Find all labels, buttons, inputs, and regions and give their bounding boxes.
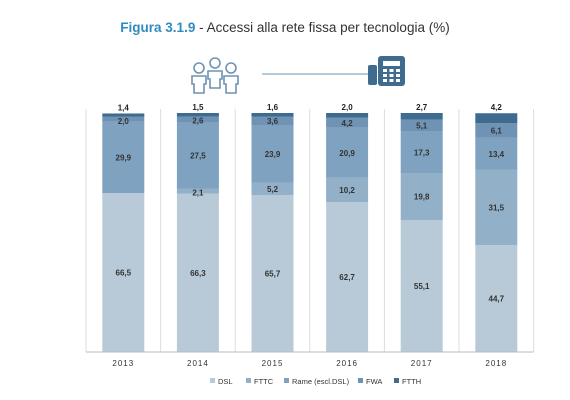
data-label: 4,2 bbox=[491, 103, 503, 112]
legend-label: FTTH bbox=[402, 377, 421, 386]
legend-swatch bbox=[210, 378, 215, 383]
bar-segment bbox=[102, 193, 145, 352]
data-label: 5,1 bbox=[416, 122, 428, 131]
data-label: 17,3 bbox=[414, 148, 430, 157]
legend-swatch bbox=[394, 378, 399, 383]
bar-segment bbox=[400, 113, 443, 120]
data-label: 1,5 bbox=[192, 103, 204, 112]
data-label: 5,2 bbox=[267, 185, 279, 194]
bar-segment bbox=[475, 113, 518, 124]
legend-swatch bbox=[246, 378, 251, 383]
title-text: Accessi alla rete fissa per tecnologia (… bbox=[206, 20, 450, 35]
bar-segment bbox=[400, 131, 443, 173]
bar-segment bbox=[251, 125, 294, 183]
title-separator: - bbox=[195, 20, 207, 35]
bar-segment bbox=[251, 182, 294, 195]
data-label: 31,5 bbox=[489, 204, 505, 213]
legend-label: FWA bbox=[366, 377, 382, 386]
people-group-icon bbox=[191, 57, 239, 94]
bar-segment bbox=[326, 113, 369, 118]
bar-segment bbox=[400, 119, 443, 132]
fixed-phone-icon bbox=[368, 56, 405, 86]
data-label: 10,2 bbox=[339, 186, 355, 195]
bars-group: 66,5 29,9 2,0 1,4 66,3 2,1 27,5 2,6 1,5 65,7 5,2 23… bbox=[102, 103, 518, 352]
data-label: 29,9 bbox=[116, 153, 132, 162]
bar-segment bbox=[176, 193, 219, 352]
data-label: 20,9 bbox=[339, 149, 355, 158]
data-label: 2,6 bbox=[192, 117, 204, 126]
data-label: 27,5 bbox=[190, 152, 206, 161]
x-tick-label: 2017 bbox=[411, 359, 433, 368]
bar-segment bbox=[326, 127, 369, 178]
data-label: 2,0 bbox=[118, 117, 130, 126]
data-label: 55,1 bbox=[414, 282, 430, 291]
bar-segment bbox=[400, 172, 443, 221]
data-label: 3,6 bbox=[267, 117, 279, 126]
legend-swatch bbox=[358, 378, 363, 383]
data-label: 62,7 bbox=[339, 273, 355, 282]
data-label: 23,9 bbox=[265, 150, 281, 159]
legend-swatch bbox=[284, 378, 289, 383]
bar-segment bbox=[475, 169, 518, 246]
data-label: 66,3 bbox=[190, 269, 206, 278]
figure-label: Figura 3.1.9 bbox=[120, 20, 196, 35]
x-tick-label: 2016 bbox=[336, 359, 358, 368]
bar-segment bbox=[326, 202, 369, 352]
data-label: 2,1 bbox=[192, 189, 204, 198]
data-label: 44,7 bbox=[489, 295, 505, 304]
legend-label: DSL bbox=[218, 377, 233, 386]
bar-segment bbox=[176, 122, 219, 189]
data-label: 19,8 bbox=[414, 193, 430, 202]
bar-segment bbox=[102, 113, 145, 117]
bar-segment bbox=[251, 194, 294, 352]
x-tick-label: 2013 bbox=[112, 359, 134, 368]
bar-segment bbox=[326, 177, 369, 203]
bar-segment bbox=[102, 121, 145, 194]
data-label: 1,4 bbox=[118, 103, 130, 112]
legend: DSL FTTC Rame (escl.DSL) FWA FTTH bbox=[210, 377, 421, 386]
bar-segment bbox=[326, 117, 369, 128]
legend-label: FTTC bbox=[254, 377, 274, 386]
bar-segment bbox=[475, 137, 518, 170]
x-tick-label: 2014 bbox=[187, 359, 209, 368]
bar-segment bbox=[251, 113, 294, 117]
bar-segment bbox=[475, 245, 518, 352]
data-label: 1,6 bbox=[267, 103, 279, 112]
bar-segment bbox=[400, 220, 443, 352]
data-label: 2,0 bbox=[342, 103, 354, 112]
x-axis: 2013 2014 2015 2016 2017 2018 bbox=[86, 351, 534, 368]
data-label: 13,4 bbox=[489, 150, 505, 159]
category-gridlines bbox=[85, 109, 535, 352]
bar-segment bbox=[176, 113, 219, 117]
data-label: 6,1 bbox=[491, 127, 503, 136]
legend-label: Rame (escl.DSL) bbox=[292, 377, 350, 386]
data-label: 2,7 bbox=[416, 103, 428, 112]
x-tick-label: 2015 bbox=[262, 359, 284, 368]
data-label: 4,2 bbox=[342, 119, 354, 128]
data-label: 66,5 bbox=[116, 269, 132, 278]
chart-title: Figura 3.1.9 - Accessi alla rete fissa p… bbox=[0, 20, 570, 35]
x-tick-label: 2018 bbox=[485, 359, 507, 368]
bar-segment bbox=[475, 123, 518, 138]
bar-segment bbox=[251, 116, 294, 126]
bar-segment bbox=[102, 116, 145, 122]
bar-segment bbox=[176, 188, 219, 194]
data-label: 65,7 bbox=[265, 269, 281, 278]
bar-segment bbox=[176, 116, 219, 123]
